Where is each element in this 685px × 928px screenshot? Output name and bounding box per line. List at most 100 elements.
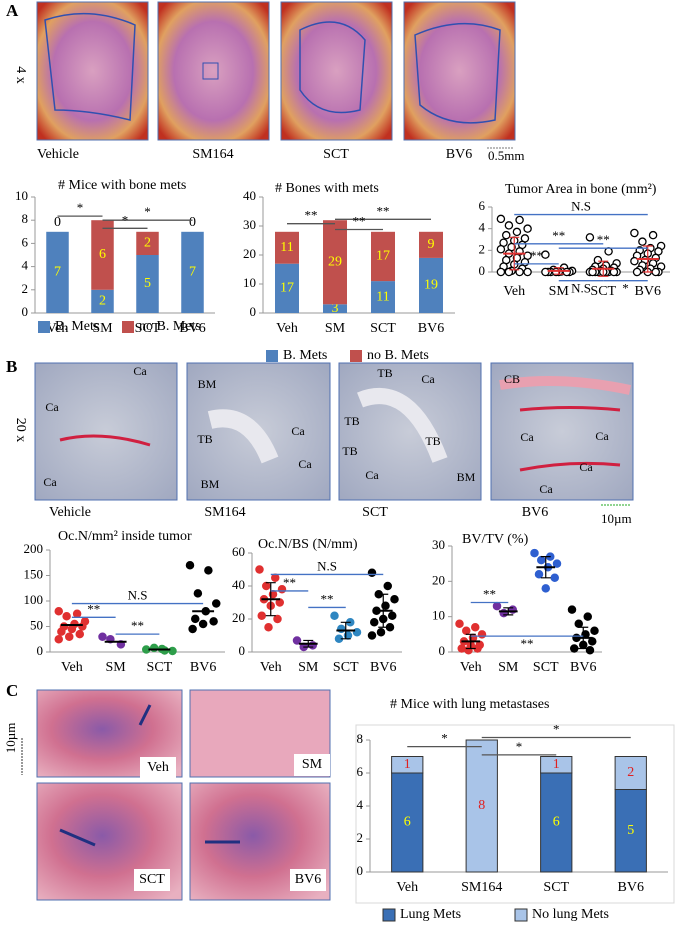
y-tick-label: 2 xyxy=(479,241,486,256)
data-point xyxy=(264,623,273,632)
x-tick-label: SCT xyxy=(590,284,616,299)
y-tick-label: 30 xyxy=(432,537,445,552)
y-tick-label: 10 xyxy=(243,275,256,290)
image-caption: SM164 xyxy=(192,147,233,162)
data-point xyxy=(67,624,77,634)
significance-label: ** xyxy=(87,601,100,616)
scale-label: 10µm xyxy=(3,723,18,754)
x-tick-label: Veh xyxy=(61,660,83,675)
bar-segment xyxy=(391,772,424,873)
image-label: Ca xyxy=(365,468,379,482)
image-label: TB xyxy=(377,366,392,380)
image-label: TB xyxy=(342,444,357,458)
value-label: 0 xyxy=(54,215,61,230)
y-tick-label: 6 xyxy=(22,234,29,249)
data-point xyxy=(54,606,64,616)
significance-label: * xyxy=(516,739,523,754)
outline xyxy=(299,21,366,114)
significance-label: ** xyxy=(131,618,144,633)
data-point xyxy=(632,267,642,277)
bar-segment xyxy=(136,255,159,313)
x-tick-label: SM xyxy=(92,321,113,336)
significance-label: ** xyxy=(552,228,565,243)
x-tick-label: Veh xyxy=(260,660,282,675)
data-point xyxy=(185,561,195,570)
panel-a-images xyxy=(36,1,516,149)
data-point xyxy=(541,267,550,277)
value-label: 2 xyxy=(144,236,151,251)
label-box xyxy=(140,757,176,779)
data-point xyxy=(457,644,466,653)
label-box xyxy=(134,869,170,891)
chart-title: # Bones with mets xyxy=(275,181,379,196)
data-point xyxy=(204,566,213,575)
micrograph xyxy=(338,362,482,501)
bar-segment xyxy=(614,756,647,790)
significance-label: ** xyxy=(530,248,543,263)
data-point xyxy=(261,581,271,591)
image-label: SM xyxy=(302,757,323,772)
chart-frame xyxy=(355,724,675,904)
bar-segment xyxy=(91,289,114,313)
x-tick-label: Veh xyxy=(503,284,525,299)
value-label: 5 xyxy=(627,823,634,838)
data-point xyxy=(630,228,639,238)
x-tick-label: SCT xyxy=(533,660,559,675)
data-point xyxy=(209,617,218,626)
significance-label: ** xyxy=(597,232,610,247)
data-point xyxy=(461,626,471,636)
x-tick-label: BV6 xyxy=(370,660,396,675)
chart-title: BV/TV (%) xyxy=(462,532,529,547)
bar-segment xyxy=(419,257,443,313)
data-point xyxy=(376,627,386,637)
y-tick-label: 4 xyxy=(479,220,486,235)
x-tick-label: BV6 xyxy=(635,284,661,299)
data-point xyxy=(477,630,487,639)
y-tick-label: 0 xyxy=(239,643,246,658)
significance-label: ** xyxy=(353,213,366,228)
y-tick-label: 0 xyxy=(37,643,44,658)
data-point xyxy=(541,250,550,259)
data-point xyxy=(75,629,85,639)
image-label: Ca xyxy=(539,482,553,496)
data-point xyxy=(188,624,197,634)
y-tick-label: 20 xyxy=(232,610,245,625)
legend-label: no B. Mets xyxy=(139,319,201,334)
data-point xyxy=(198,619,208,629)
data-point xyxy=(523,224,532,233)
value-label: 7 xyxy=(54,265,61,280)
significance-label: ** xyxy=(305,208,318,223)
value-label: 9 xyxy=(428,237,435,252)
data-point xyxy=(390,594,399,604)
y-tick-label: 8 xyxy=(22,211,29,226)
image-label: Ca xyxy=(133,364,147,378)
x-tick-label: SCT xyxy=(135,321,161,336)
value-label: 6 xyxy=(99,247,106,262)
data-point xyxy=(383,581,392,591)
data-point xyxy=(193,589,203,598)
image-label: BM xyxy=(457,470,476,484)
micrograph xyxy=(403,1,516,141)
bar-segment xyxy=(91,220,114,290)
data-point xyxy=(369,618,379,627)
y-tick-label: 10 xyxy=(432,608,445,623)
data-point xyxy=(562,267,572,277)
image-caption: SM164 xyxy=(204,505,245,520)
significance-label: ** xyxy=(321,591,334,606)
value-label: 3 xyxy=(332,301,339,316)
y-tick-label: 50 xyxy=(30,617,43,632)
significance-label: ** xyxy=(377,203,390,218)
data-point xyxy=(651,267,661,277)
bar-segment xyxy=(46,231,69,313)
x-tick-label: Veh xyxy=(460,660,482,675)
data-point xyxy=(523,267,532,277)
image-label: SCT xyxy=(139,872,165,887)
image-caption: BV6 xyxy=(522,505,548,520)
trabecula xyxy=(207,409,279,464)
data-point xyxy=(387,611,397,620)
significance-label: * xyxy=(622,281,629,296)
data-point xyxy=(470,623,480,632)
data-point xyxy=(537,555,546,565)
bar-segment xyxy=(275,231,299,264)
